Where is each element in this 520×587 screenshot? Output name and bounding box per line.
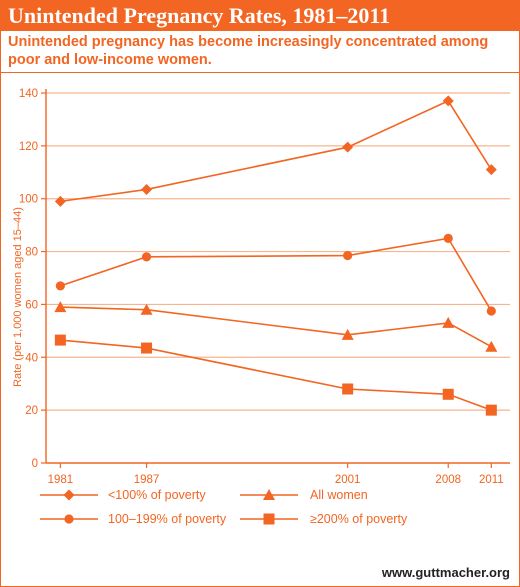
series-line [60,339,492,411]
legend-item: <100% of poverty [40,488,206,502]
y-axis-label: Rate (per 1,000 women aged 15–44) [12,207,24,387]
data-point-2011 [486,306,496,316]
legend-marker [263,489,275,500]
chart-title: Unintended Pregnancy Rates, 1981–2011 [8,3,391,28]
y-tick-label: 0 [32,458,38,470]
data-point-1981 [54,195,66,207]
legend-label: All women [310,488,368,502]
source-url[interactable]: www.guttmacher.org [379,565,512,580]
data-point-1987 [141,183,153,195]
axes [41,89,510,468]
series-triangle [54,301,498,352]
data-point-1981 [54,334,66,346]
x-tick-label: 2008 [435,474,461,486]
header-divider [0,72,520,73]
y-tick-label: 20 [25,405,38,417]
data-point-1981 [54,301,67,313]
data-point-2001 [341,328,354,340]
data-point-2011 [485,404,497,416]
data-point-2008 [443,233,453,243]
series-square [54,334,497,416]
data-point-2001 [342,141,354,153]
series-line [60,306,492,348]
series-diamond [54,95,497,207]
data-point-2008 [442,316,455,328]
y-tick-label: 100 [19,194,38,206]
legend-marker [64,514,74,524]
data-point-2001 [343,250,353,261]
series-line [60,237,493,312]
x-tick-label: 1981 [48,474,74,486]
y-tick-label: 120 [19,141,38,153]
data-point-2001 [342,383,354,395]
data-point-1987 [141,252,152,262]
y-tick-label: 80 [25,247,38,259]
legend: <100% of poverty All women 100–199% of pov… [40,488,408,526]
data-point-1987 [140,303,153,315]
legend-item: 100–199% of poverty [40,512,227,526]
data-point-2008 [442,95,454,107]
y-tick-label: 60 [25,299,38,311]
x-tick-label: 2001 [335,474,361,486]
chart-subtitle: Unintended pregnancy has become increasi… [8,34,489,68]
legend-item: All women [240,488,368,502]
legend-item: ≥200% of poverty [240,512,408,526]
data-point-1987 [141,342,153,354]
title-bar: Unintended Pregnancy Rates, 1981–2011 [0,0,520,31]
legend-label: 100–199% of poverty [108,512,227,526]
x-tick-label: 1987 [134,474,160,486]
series-line [60,99,493,203]
series-circle [55,233,496,316]
data-point-1981 [55,281,65,291]
legend-marker [263,513,275,525]
grid-lines [46,92,510,411]
data-point-2011 [485,164,497,176]
y-tick-label: 140 [19,88,38,100]
legend-label: <100% of poverty [108,488,206,502]
data-point-2008 [442,388,454,400]
x-tick-labels: 1981 1987 2001 2008 2011 [48,474,504,486]
y-tick-label: 40 [25,352,38,364]
data-point-2011 [485,340,498,352]
legend-label: ≥200% of poverty [310,512,408,526]
legend-marker [63,489,75,501]
series-lines [54,95,498,416]
x-tick-label: 2011 [479,474,504,486]
y-tick-labels: 0 20 40 60 80 100 120 140 [19,88,38,470]
